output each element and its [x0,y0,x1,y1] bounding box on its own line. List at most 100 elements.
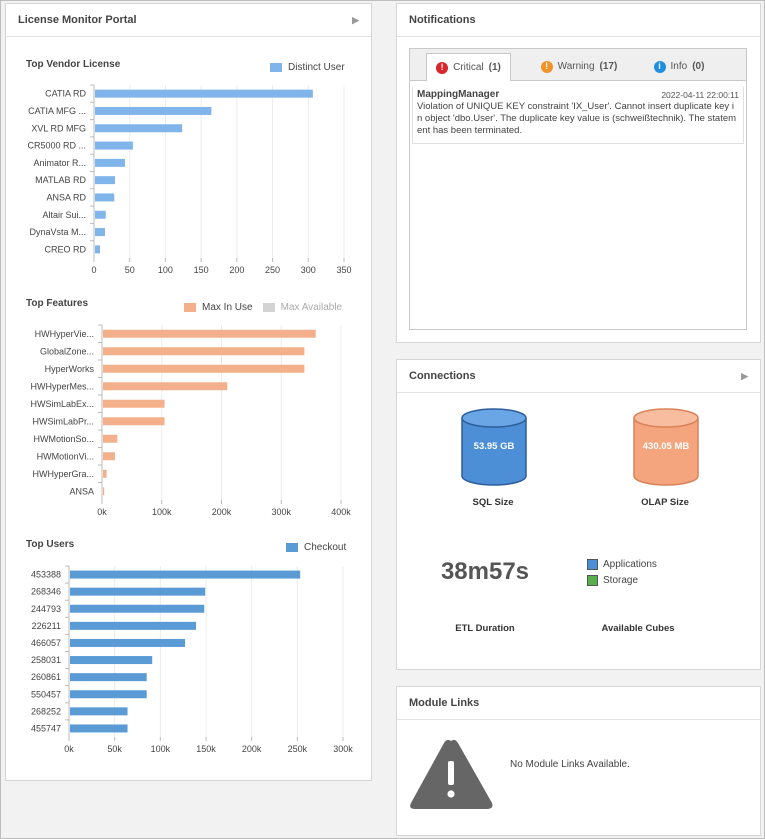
cube-item-storage[interactable]: Storage [587,572,657,588]
legend-label: Distinct User [288,62,345,73]
panel-header: Connections ▶ [397,360,760,393]
y-tick-label: HWMotionVi... [37,451,94,461]
features-bar-chart: 0k 100k 200k 300k 400k HWHyperVie... GlobalZon… [30,324,351,517]
tab-count: (1) [488,62,501,73]
warning-icon: ! [540,60,553,73]
panel-header: Notifications [397,4,760,37]
bar [103,382,228,391]
notifications-panel: Notifications ! Critical (1) ! Warning (… [396,3,761,343]
features-chart-legend[interactable]: Max In Use Max Available [184,302,342,313]
y-tick-label: GlobalZone... [40,346,94,356]
bar [70,587,206,596]
y-tick-label: CATIA RD [45,89,86,99]
notification-item[interactable]: MappingManager 2022-04-11 22:00:11 Viola… [412,87,744,144]
legend-label: Checkout [304,542,347,553]
y-tick-label: HWSimLabPr... [32,416,94,426]
notification-header: MappingManager 2022-04-11 22:00:11 [417,89,739,101]
bar [103,434,118,443]
bar [103,364,305,373]
y-tick-label: MATLAB RD [35,175,86,185]
x-tick-label: 50k [107,744,122,754]
panel-title: License Monitor Portal [18,14,137,26]
y-tick-label: ANSA RD [46,192,86,202]
bar [95,193,115,202]
y-tick-label: HyperWorks [45,364,95,374]
bar [103,347,305,356]
vendor-bar-chart: 0 50 100 150 200 250 300 350 CATIA RD CATIA MFG .… [27,84,352,275]
bar [70,570,301,579]
connections-panel: Connections ▶ 53.95 GB SQL Size 430.05 M… [396,359,761,670]
y-tick-label: 455747 [31,723,61,733]
x-tick-label: 250 [265,265,280,275]
tab-warning[interactable]: ! Warning (17) [534,53,624,80]
info-icon: i [653,60,666,73]
bar [95,210,106,219]
olap-size-cylinder: 430.05 MB [633,408,699,486]
bar [103,487,105,496]
exclamation-bar [448,761,454,785]
x-tick-label: 100k [151,744,171,754]
tab-label: Warning [557,61,595,72]
y-tick-label: 453388 [31,570,61,580]
x-tick-label: 250k [288,744,308,754]
available-cubes-label: Available Cubes [601,623,675,634]
notification-source: MappingManager [417,89,500,100]
collapse-arrow-icon[interactable]: ▶ [352,14,359,25]
x-tick-label: 200k [212,507,232,517]
tab-info[interactable]: i Info (0) [648,53,710,80]
bar [70,673,147,682]
bar [95,228,105,237]
panel-header: License Monitor Portal ▶ [6,4,371,37]
y-tick-label: HWHyperVie... [35,329,94,339]
bar [70,690,147,699]
users-chart-legend[interactable]: Checkout [286,542,346,553]
y-tick-label: 226211 [32,621,61,631]
y-tick-label: DynaVsta M... [29,227,86,237]
x-tick-label: 150 [194,265,209,275]
cube-swatch [587,574,598,586]
legend-swatch [270,63,282,72]
olap-cylinder-top [633,408,699,428]
olap-cylinder-body [633,418,699,486]
bar [95,89,313,98]
panel-title: Notifications [409,14,476,26]
bar [95,245,100,254]
y-tick-label: 466057 [31,638,61,648]
tab-critical[interactable]: ! Critical (1) [426,53,511,81]
bar [70,724,128,733]
bar [70,656,153,665]
bar [95,106,212,115]
bar [95,124,183,133]
legend-label: Max In Use [202,302,253,313]
x-tick-label: 200 [229,265,244,275]
bar [70,638,186,647]
legend-swatch [262,303,275,312]
etl-duration-label: ETL Duration [455,623,515,634]
x-tick-label: 0k [97,507,107,517]
x-tick-label: 350 [336,265,351,275]
cube-item-applications[interactable]: Applications [587,556,657,572]
notification-time: 2022-04-11 22:00:11 [661,90,739,100]
y-tick-label: CREO RD [44,244,86,254]
tab-label: Info [670,61,688,72]
y-tick-label: HWHyperGra... [32,469,94,479]
collapse-arrow-icon[interactable]: ▶ [741,370,748,381]
legend-swatch [184,303,196,312]
vendor-chart-legend[interactable]: Distinct User [270,62,345,73]
y-tick-label: ANSA [69,486,94,496]
x-tick-label: 300k [333,744,353,754]
sql-size-cylinder: 53.95 GB [461,408,527,486]
bar [95,158,125,167]
vendor-chart-title: Top Vendor License [26,59,121,70]
bar [95,176,115,185]
warning-triangle-icon [410,739,493,809]
tab-count: (0) [692,61,705,72]
etl-duration-value: 38m57s [440,558,530,585]
x-tick-label: 100k [152,507,172,517]
sql-size-label: SQL Size [472,497,514,508]
sql-size-value: 53.95 GB [474,441,515,452]
tab-label: Critical [453,62,484,73]
y-tick-label: CR5000 RD ... [27,141,86,151]
module-links-panel: Module Links No Module Links Available. [396,686,761,836]
users-chart-title: Top Users [26,539,75,550]
